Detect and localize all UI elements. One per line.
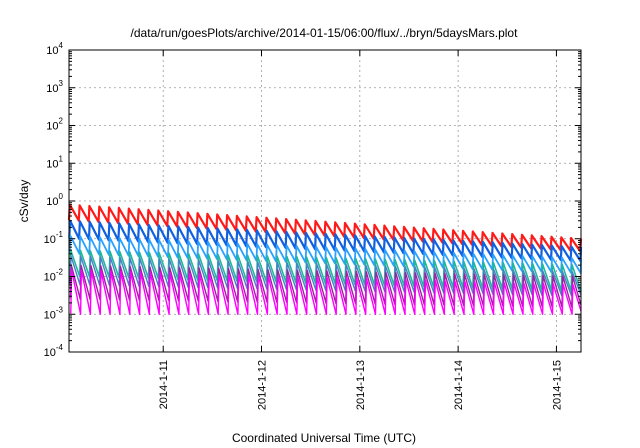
x-tick-label: 2014-1-11 (158, 360, 170, 409)
y-tick-label: 101 (46, 154, 63, 170)
y-axis-label: cSv/day (17, 180, 31, 223)
series-group (67, 203, 583, 315)
grid (69, 50, 581, 352)
x-tick-label: 2014-1-13 (355, 360, 367, 410)
x-axis: 2014-1-11 2014-1-12 2014-1-13 2014-1-14 2014… (158, 50, 563, 410)
y-tick-label: 10-3 (44, 305, 64, 321)
y-axis: 10-4 10-3 10-2 10-1 100 101 102 103 104 (44, 41, 581, 359)
series-line (68, 234, 582, 274)
x-tick-label: 2014-1-14 (453, 360, 465, 410)
y-tick-label: 10-1 (44, 230, 64, 246)
x-tick-label: 2014-1-12 (257, 360, 269, 410)
y-tick-label: 10-4 (44, 343, 64, 359)
y-tick-label: 10-2 (44, 268, 64, 284)
x-axis-label: Coordinated Universal Time (UTC) (232, 431, 416, 445)
y-tick-label: 100 (46, 192, 63, 208)
y-tick-label: 104 (46, 41, 63, 57)
y-tick-label: 103 (46, 79, 63, 95)
x-tick-label: 2014-1-15 (551, 360, 563, 410)
chart-title: /data/run/goesPlots/archive/2014-01-15/0… (131, 26, 519, 40)
y-tick-label: 102 (46, 117, 63, 133)
series-line (70, 269, 582, 315)
